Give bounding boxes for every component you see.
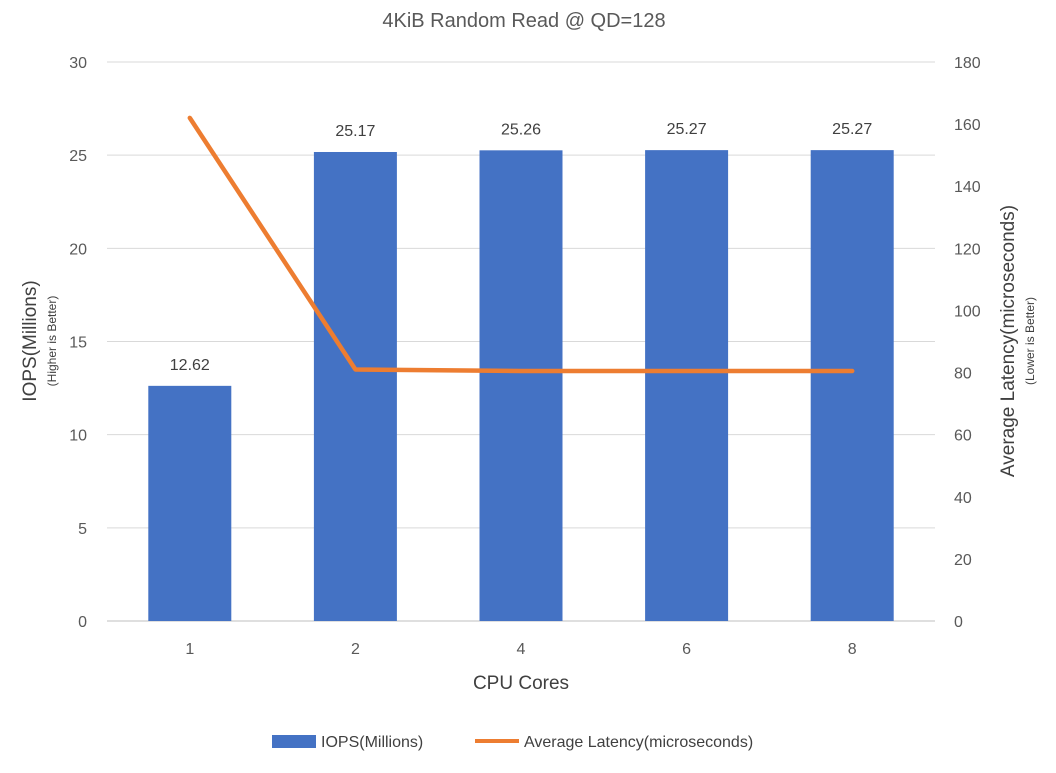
bar-data-label: 25.27: [832, 121, 872, 138]
right-tick-label: 0: [954, 614, 963, 631]
bar: [810, 150, 894, 621]
right-tick-label: 40: [954, 490, 972, 507]
left-tick-label: 10: [69, 428, 87, 445]
legend-label-iops: IOPS(Millions): [321, 734, 423, 751]
legend-label-latency: Average Latency(microseconds): [524, 734, 753, 751]
x-tick-label: 4: [517, 641, 526, 658]
right-tick-label: 180: [954, 55, 981, 72]
bar-data-label: 25.17: [335, 123, 375, 140]
bar: [313, 151, 397, 621]
x-tick-label: 2: [351, 641, 360, 658]
legend-swatch-iops: [272, 735, 316, 748]
right-axis-subtitle: (Lower is Better): [1023, 297, 1037, 385]
legend: IOPS(Millions) Average Latency(microseco…: [272, 734, 753, 751]
line-series: [187, 115, 855, 374]
right-tick-label: 60: [954, 428, 972, 445]
x-axis-title: CPU Cores: [473, 673, 569, 694]
left-tick-label: 0: [78, 614, 87, 631]
bar-data-label: 12.62: [170, 357, 210, 374]
right-tick-label: 140: [954, 179, 981, 196]
right-axis-title: Average Latency(microseconds): [998, 205, 1019, 477]
right-axis-ticks: 0 20 40 60 80 100 120 140 160 180: [954, 55, 981, 631]
bar-series: [148, 150, 894, 621]
latency-line: [187, 115, 855, 374]
right-tick-label: 80: [954, 366, 972, 383]
left-axis-subtitle: (Higher is Better): [45, 296, 59, 387]
left-tick-label: 20: [69, 241, 87, 258]
x-tick-label: 8: [848, 641, 857, 658]
data-labels: 12.62 25.17 25.26 25.27 25.27: [170, 121, 873, 374]
bar: [148, 385, 232, 621]
left-axis-ticks: 0 5 10 15 20 25 30: [69, 55, 87, 631]
x-axis-ticks: 1 2 4 6 8: [185, 641, 856, 658]
left-axis-title: IOPS(Millions): [20, 280, 41, 401]
left-tick-label: 5: [78, 521, 87, 538]
right-tick-label: 100: [954, 303, 981, 320]
x-tick-label: 1: [185, 641, 194, 658]
bar-data-label: 25.27: [667, 121, 707, 138]
x-tick-label: 6: [682, 641, 691, 658]
right-tick-label: 160: [954, 117, 981, 134]
left-tick-label: 30: [69, 55, 87, 72]
bar: [479, 150, 563, 621]
left-tick-label: 25: [69, 148, 87, 165]
chart-title: 4KiB Random Read @ QD=128: [382, 10, 665, 32]
right-tick-label: 120: [954, 241, 981, 258]
bar: [645, 150, 729, 621]
right-tick-label: 20: [954, 552, 972, 569]
left-tick-label: 15: [69, 335, 87, 352]
bar-data-label: 25.26: [501, 121, 541, 138]
